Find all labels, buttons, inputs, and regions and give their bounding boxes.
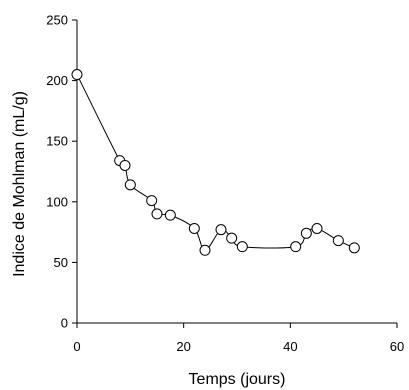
data-point — [124, 179, 136, 191]
data-point — [236, 241, 248, 253]
y-tick-label: 100 — [46, 194, 68, 209]
x-tick-label: 60 — [390, 339, 404, 354]
series — [71, 69, 360, 256]
data-point — [311, 222, 323, 234]
data-point — [215, 224, 227, 236]
y-tick-label: 50 — [54, 255, 68, 270]
y-tick-label: 200 — [46, 73, 68, 88]
data-point — [300, 227, 312, 239]
y-tick-label: 0 — [61, 316, 68, 331]
data-point — [71, 69, 83, 81]
y-axis-title: Indice de Mohlman (mL/g) — [11, 91, 28, 277]
data-point — [226, 232, 238, 244]
y-tick-label: 150 — [46, 134, 68, 149]
ticks: 0 20 40 60 0 50 100 150 200 250 — [46, 13, 404, 355]
x-axis-title: Temps (jours) — [189, 371, 286, 388]
x-tick-label: 20 — [176, 339, 190, 354]
data-point — [164, 209, 176, 221]
data-point — [199, 244, 211, 256]
data-point — [146, 195, 158, 207]
x-tick-label: 0 — [73, 339, 80, 354]
axes — [76, 20, 397, 324]
data-point — [348, 242, 360, 254]
data-point — [151, 208, 163, 220]
y-tick-label: 250 — [46, 13, 68, 28]
data-point — [332, 235, 344, 247]
x-tick-label: 40 — [283, 339, 297, 354]
data-point — [188, 222, 200, 234]
data-point — [290, 241, 302, 253]
data-point — [119, 159, 131, 171]
